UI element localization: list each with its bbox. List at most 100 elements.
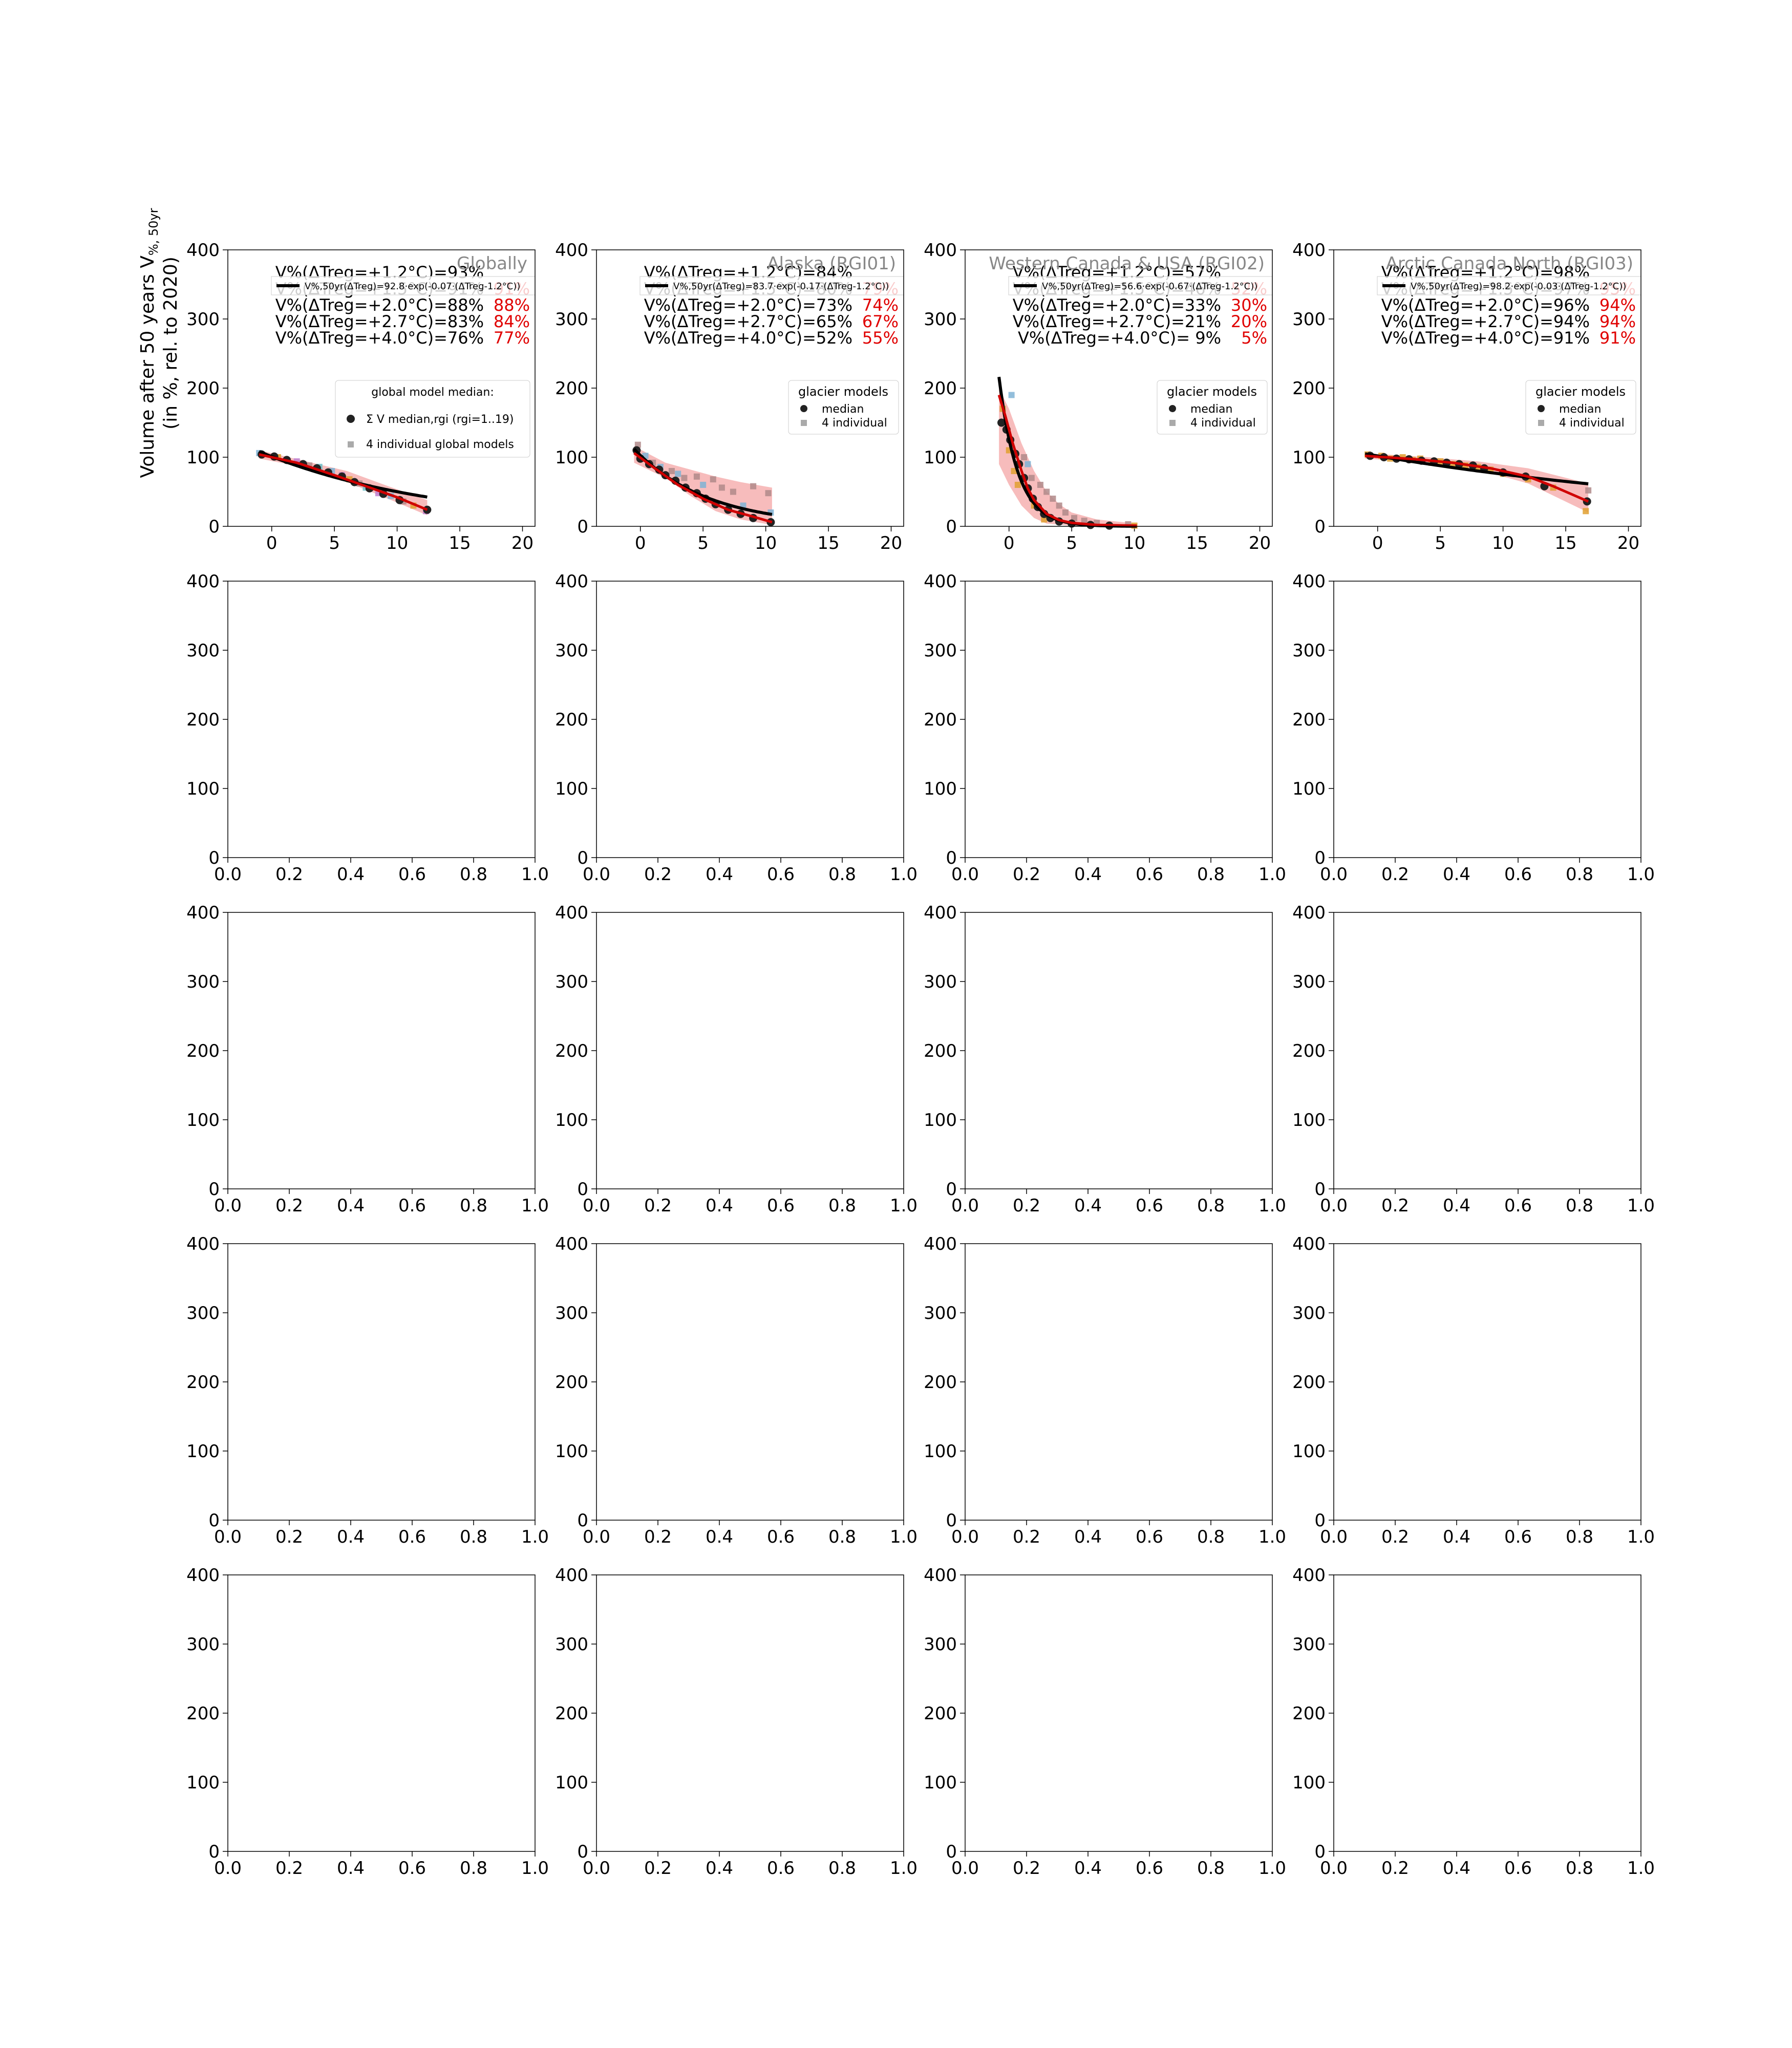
y-tick-label: 300 <box>555 309 588 330</box>
x-tick-label: 0 <box>635 533 646 553</box>
chart-panel: 0 100 200 300 400 0.0 0.2 0.4 0.6 0.8 1.0 <box>924 903 1286 1216</box>
y-tick-label: 400 <box>555 240 588 261</box>
y-tick-label: 300 <box>555 641 588 661</box>
x-tick-label: 0.8 <box>1566 1858 1593 1879</box>
axes-frame <box>965 1574 1273 1852</box>
x-tick-label: 0.4 <box>1443 864 1470 885</box>
volume-percent-annotation: 88% <box>494 295 530 315</box>
model-legend-individual-marker <box>1169 420 1176 426</box>
x-tick-label: 20 <box>880 533 902 553</box>
y-tick-label: 400 <box>555 1234 588 1254</box>
y-tick-label: 200 <box>186 378 220 399</box>
chart-panel: 0 100 200 300 400 0.0 0.2 0.4 0.6 0.8 1.0 <box>924 571 1286 885</box>
y-tick-label: 300 <box>924 1303 957 1324</box>
axes-frame <box>965 249 1273 527</box>
volume-annotation: V%(ΔTreg=+2.7°C)=83% <box>275 312 484 331</box>
model-legend-individual-label: 4 individual <box>1559 417 1625 430</box>
y-tick-label: 0 <box>946 848 957 868</box>
x-tick-label: 0.4 <box>706 1858 733 1879</box>
x-tick-label: 0.6 <box>398 1196 426 1216</box>
y-tick-label: 300 <box>924 641 957 661</box>
x-tick-label: 0.6 <box>1504 864 1532 885</box>
volume-annotation: V%(ΔTreg=+4.0°C)=52% <box>644 328 852 348</box>
x-tick-label: 0.8 <box>1566 864 1593 885</box>
x-tick-label: 0.0 <box>951 1527 979 1547</box>
model-legend-median-marker <box>1538 405 1545 412</box>
x-tick-label: 0.6 <box>398 1527 426 1547</box>
x-tick-label: 1.0 <box>890 1196 918 1216</box>
y-tick-label: 200 <box>186 1041 220 1061</box>
chart-panel: 0 100 200 300 400 0.0 0.2 0.4 0.6 0.8 1.0 <box>1292 571 1655 885</box>
volume-percent-annotation: 94% <box>1599 312 1636 331</box>
y-tick-label: 400 <box>555 571 588 592</box>
x-tick-label: 1.0 <box>890 864 918 885</box>
x-tick-label: 0.2 <box>644 864 672 885</box>
x-tick-label: 5 <box>697 533 709 553</box>
y-tick-label: 400 <box>924 240 957 261</box>
y-tick-label: 400 <box>186 1565 220 1586</box>
y-tick-label: 0 <box>1314 517 1326 537</box>
volume-percent-annotation: 67% <box>862 312 899 331</box>
chart-panel: 0 100 200 300 400 0.0 0.2 0.4 0.6 0.8 1.0 <box>555 903 918 1216</box>
model-legend: global model median: Σ V median,rgi (rgi=… <box>335 380 530 458</box>
y-tick-label: 200 <box>186 1703 220 1724</box>
x-tick-label: 0.2 <box>644 1527 672 1547</box>
y-tick-label: 400 <box>1292 240 1326 261</box>
y-tick-label: 0 <box>208 1510 220 1531</box>
y-tick-label: 0 <box>208 1179 220 1200</box>
volume-percent-annotation: 74% <box>862 295 899 315</box>
x-tick-label: 0 <box>1004 533 1015 553</box>
panel-title: Globally <box>457 253 527 274</box>
individual-model-point <box>1071 515 1078 521</box>
x-tick-label: 0.8 <box>460 1527 487 1547</box>
model-legend-box <box>1157 380 1268 435</box>
axes-frame <box>227 581 536 858</box>
y-tick-label: 300 <box>186 972 220 992</box>
individual-model-point <box>1056 502 1062 509</box>
x-tick-label: 0.2 <box>275 1196 303 1216</box>
y-tick-label: 100 <box>924 779 957 799</box>
y-tick-label: 0 <box>577 517 588 537</box>
x-tick-label: 0.8 <box>1566 1196 1593 1216</box>
x-tick-label: 0.6 <box>1504 1196 1532 1216</box>
axes-frame <box>596 1243 904 1521</box>
panel-title: Western Canada & USA (RGI02) <box>989 253 1265 274</box>
y-tick-label: 0 <box>208 517 220 537</box>
x-tick-label: 0.2 <box>1381 1527 1409 1547</box>
volume-annotation: V%(ΔTreg=+2.0°C)=88% <box>275 295 484 315</box>
y-tick-label: 200 <box>924 710 957 730</box>
individual-model-point <box>681 475 688 481</box>
y-tick-label: 200 <box>555 1041 588 1061</box>
y-tick-label: 100 <box>186 779 220 799</box>
x-tick-label: 1.0 <box>521 1527 549 1547</box>
y-tick-label: 400 <box>1292 1234 1326 1254</box>
axes-frame <box>596 912 904 1189</box>
x-tick-label: 10 <box>755 533 777 553</box>
y-tick-label: 0 <box>946 1179 957 1200</box>
model-legend-title: glacier models <box>798 385 888 399</box>
y-tick-label: 0 <box>577 1179 588 1200</box>
individual-model-point <box>1583 508 1589 515</box>
panel-title: Alaska (RGI01) <box>767 253 896 274</box>
x-tick-label: 0.6 <box>1136 1858 1163 1879</box>
y-tick-label: 400 <box>924 1565 957 1586</box>
x-tick-label: 0.0 <box>214 1858 242 1879</box>
volume-percent-annotation: 30% <box>1231 295 1267 315</box>
volume-percent-annotation: 20% <box>1231 312 1267 331</box>
y-tick-label: 100 <box>1292 779 1326 799</box>
axes-frame <box>965 912 1273 1189</box>
y-tick-label: 400 <box>1292 903 1326 923</box>
volume-percent-annotation: 94% <box>1599 295 1636 315</box>
x-tick-label: 1.0 <box>1627 1196 1655 1216</box>
x-tick-label: 0.0 <box>951 1196 979 1216</box>
x-tick-label: 0.8 <box>1197 1196 1225 1216</box>
x-tick-label: 0.4 <box>1074 1196 1102 1216</box>
fit-legend-box <box>639 276 904 295</box>
fit-legend: V%,50yr(ΔTreg)=56.6·exp(-0.67·(ΔTreg-1.2… <box>1008 276 1273 295</box>
x-tick-label: 0.0 <box>583 1858 610 1879</box>
